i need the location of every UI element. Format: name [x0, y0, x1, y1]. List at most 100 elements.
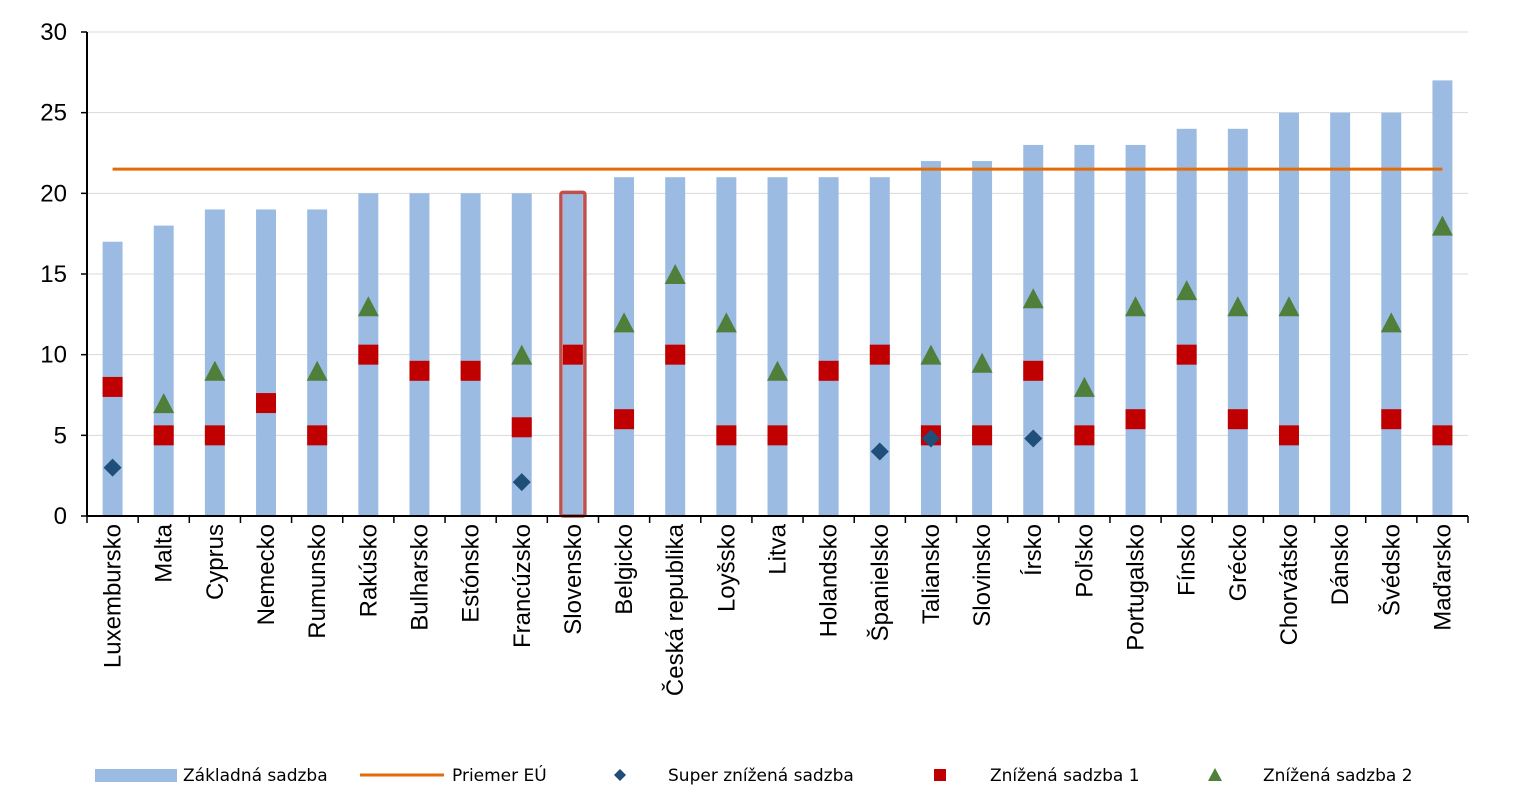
y-tick-label-10: 10 [40, 342, 67, 369]
x-label-holandsko: Holandsko [816, 524, 843, 637]
triangle-svedsko [1380, 312, 1402, 333]
triangle-belgicko [613, 312, 635, 333]
triangle-francuzsko [511, 344, 533, 365]
legend-znizena-sadzba-1: Znížená sadzba 1 [934, 766, 1140, 786]
triangle-madarsko [1431, 215, 1453, 236]
triangle-malta [153, 393, 175, 414]
triangle-cyprus [204, 360, 226, 381]
legend: Základná sadzba Priemer EÚ Super znížená s… [95, 764, 1413, 786]
triangle-portugalsko [1125, 296, 1147, 317]
x-label-svedsko: Švédsko [1377, 524, 1405, 616]
diamond-taliansko [921, 429, 940, 448]
square-irsko [1023, 360, 1044, 381]
legend-label-znizena-sadzba-1: Znížená sadzba 1 [990, 766, 1140, 786]
square-rumunsko [307, 425, 328, 446]
y-tick-label-5: 5 [54, 422, 67, 449]
x-label-belgicko: Belgicko [611, 524, 638, 615]
square-ceska-republika [665, 344, 686, 365]
square-spanielsko [869, 344, 890, 365]
bar-holandsko [818, 177, 839, 516]
x-label-cyprus: Cyprus [202, 524, 229, 600]
x-label-grecko: Grécko [1225, 524, 1252, 601]
x-label-spanielsko: Španielsko [866, 524, 894, 641]
bar-bulharsko [409, 193, 430, 517]
bar-madarsko [1432, 80, 1453, 517]
triangle-irsko [1022, 288, 1044, 309]
triangle-rumunsko [306, 360, 328, 381]
square-belgicko [614, 409, 635, 430]
legend-label-znizena-sadzba-2: Znížená sadzba 2 [1263, 766, 1413, 786]
square-slovensko [562, 344, 583, 365]
triangle-ceska-republika [664, 264, 686, 284]
y-tick-label-20: 20 [40, 180, 67, 207]
legend-label-priemer-eu: Priemer EÚ [452, 764, 547, 786]
x-label-polsko: Poľsko [1071, 524, 1098, 598]
diamond-irsko [1024, 429, 1043, 448]
square-malta [153, 425, 174, 446]
x-label-taliansko: Taliansko [918, 524, 945, 624]
bar-portugalsko [1125, 144, 1146, 516]
x-label-finsko: Fínsko [1174, 524, 1201, 596]
triangle-loyssko [715, 312, 737, 333]
diamond-francuzsko [512, 473, 531, 492]
triangle-chorvatsko [1278, 296, 1300, 317]
x-label-nemecko: Nemecko [253, 524, 280, 625]
x-label-rumunsko: Rumunsko [304, 524, 331, 639]
bar-malta [153, 225, 174, 516]
axes [81, 31, 1469, 523]
y-tick-label-25: 25 [40, 100, 67, 127]
legend-label-zakladna-sadzba: Základná sadzba [183, 766, 328, 786]
bar-estonsko [460, 193, 481, 517]
legend-priemer-eu: Priemer EÚ [360, 764, 547, 786]
markers [102, 215, 1453, 492]
square-grecko [1227, 409, 1248, 430]
legend-zakladna-sadzba: Základná sadzba [95, 766, 328, 786]
square-estonsko [460, 360, 481, 381]
square-finsko [1176, 344, 1197, 365]
x-label-estonsko: Estónsko [458, 524, 485, 623]
square-madarsko [1432, 425, 1453, 446]
triangle-grecko [1227, 296, 1249, 317]
square-polsko [1074, 425, 1095, 446]
square-chorvatsko [1278, 425, 1299, 446]
square-holandsko [818, 360, 839, 381]
x-label-litva: Litva [765, 523, 792, 574]
square-litva [767, 425, 788, 446]
legend-swatch-diamond [614, 769, 626, 781]
bar-finsko [1176, 128, 1197, 517]
x-label-irsko: Írsko [1020, 524, 1047, 576]
x-label-slovinsko: Slovinsko [969, 524, 996, 627]
x-label-dansko: Dánsko [1327, 524, 1354, 605]
square-slovinsko [972, 425, 993, 446]
square-portugalsko [1125, 409, 1146, 430]
y-axis-ticks: 0 5 10 15 20 25 30 [40, 19, 67, 530]
x-label-luxembursko: Luxembursko [100, 524, 127, 668]
triangle-slovinsko [971, 352, 993, 373]
x-label-slovensko: Slovensko [560, 524, 587, 635]
bars-zakladna-sadzba [102, 80, 1453, 517]
diamond-spanielsko [870, 442, 889, 461]
diamond-luxembursko [103, 458, 122, 477]
legend-swatch-triangle [1208, 768, 1222, 781]
bar-nemecko [256, 209, 276, 516]
square-loyssko [716, 425, 737, 446]
square-luxembursko [102, 376, 123, 397]
bar-irsko [1023, 144, 1044, 516]
bar-loyssko [716, 177, 737, 516]
bar-belgicko [614, 177, 635, 516]
bar-litva [767, 177, 788, 516]
square-bulharsko [409, 360, 430, 381]
square-rakusko [358, 344, 379, 365]
square-cyprus [204, 425, 225, 446]
square-francuzsko [511, 417, 532, 438]
bar-taliansko [920, 161, 941, 517]
x-label-bulharsko: Bulharsko [406, 524, 433, 631]
x-label-francuzsko: Francúzsko [509, 524, 536, 648]
bar-polsko [1074, 144, 1095, 516]
triangle-rakusko [357, 296, 379, 317]
x-label-portugalsko: Portugalsko [1123, 524, 1150, 651]
x-label-ceska-republika: Česká republika [661, 523, 689, 696]
triangle-litva [767, 360, 788, 381]
bar-slovinsko [972, 161, 993, 517]
